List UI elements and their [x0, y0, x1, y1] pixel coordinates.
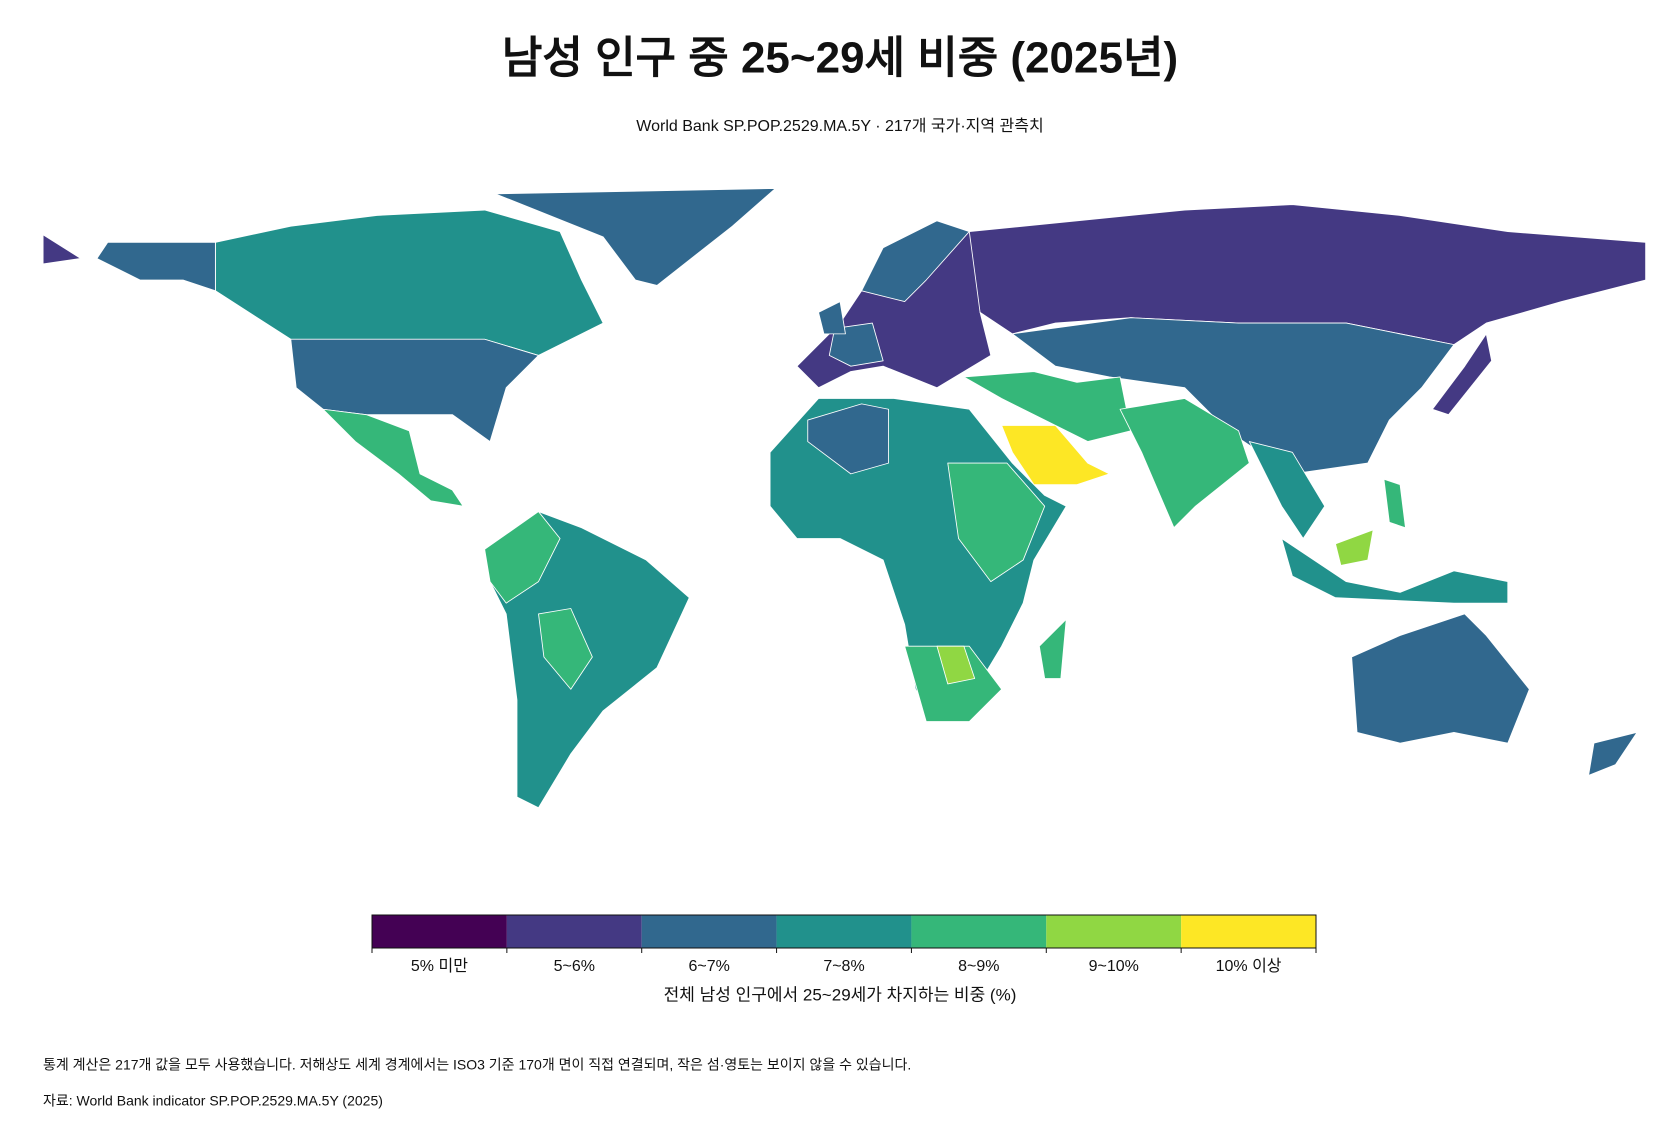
legend-label: 10% 이상 [1216, 957, 1282, 975]
southeast-asia [1248, 441, 1326, 539]
madagascar [1038, 618, 1067, 679]
legend-swatch [776, 915, 912, 948]
legend-label: 5~6% [554, 958, 595, 975]
chukotka [42, 234, 82, 265]
legend-swatch [641, 915, 777, 948]
world-map [42, 188, 1647, 809]
title: 남성 인구 중 25~29세 비중 (2025년) [502, 34, 1178, 83]
india [1119, 398, 1250, 529]
philippines [1383, 478, 1406, 529]
mexico-central-america [322, 408, 464, 507]
source: 자료: World Bank indicator SP.POP.2529.MA.… [43, 1093, 383, 1109]
usa [290, 338, 539, 443]
legend-label: 6~7% [688, 958, 729, 975]
botswana [936, 645, 976, 685]
canada [214, 209, 604, 356]
central-east-asia [1011, 317, 1455, 475]
legend-label: 9~10% [1089, 958, 1139, 975]
legend-title: 전체 남성 인구에서 25~29세가 차지하는 비중 (%) [664, 985, 1017, 1004]
japan [1431, 333, 1493, 416]
east-africa [947, 462, 1046, 583]
legend: 5% 미만 5~6% 6~7% 7~8% 8~9% 9~10% 10% 이상 [371, 914, 1317, 975]
legend-swatch [1046, 915, 1182, 948]
legend-swatch [1181, 915, 1316, 948]
alaska [96, 241, 216, 292]
russia [968, 204, 1647, 346]
legend-label: 8~9% [958, 958, 999, 975]
footnote: 통계 계산은 217개 값을 모두 사용했습니다. 저해상도 세계 경계에서는 … [43, 1057, 911, 1073]
new-zealand [1588, 731, 1638, 776]
borneo-north [1335, 529, 1374, 566]
uk [818, 301, 846, 335]
legend-swatch [506, 915, 642, 948]
legend-swatch [911, 915, 1047, 948]
andes-north [484, 511, 561, 604]
arabia [1001, 424, 1110, 486]
legend-frame [371, 914, 1317, 949]
bolivia-paraguay [538, 608, 593, 690]
subtitle: World Bank SP.POP.2529.MA.5Y · 217개 국가·지… [636, 117, 1043, 135]
greenland [494, 188, 776, 286]
legend-swatch [372, 915, 507, 948]
north-africa [807, 403, 889, 475]
indonesia [1281, 538, 1509, 604]
legend-label: 7~8% [823, 958, 864, 975]
australia [1351, 613, 1530, 744]
legend-label: 5% 미만 [411, 957, 468, 975]
